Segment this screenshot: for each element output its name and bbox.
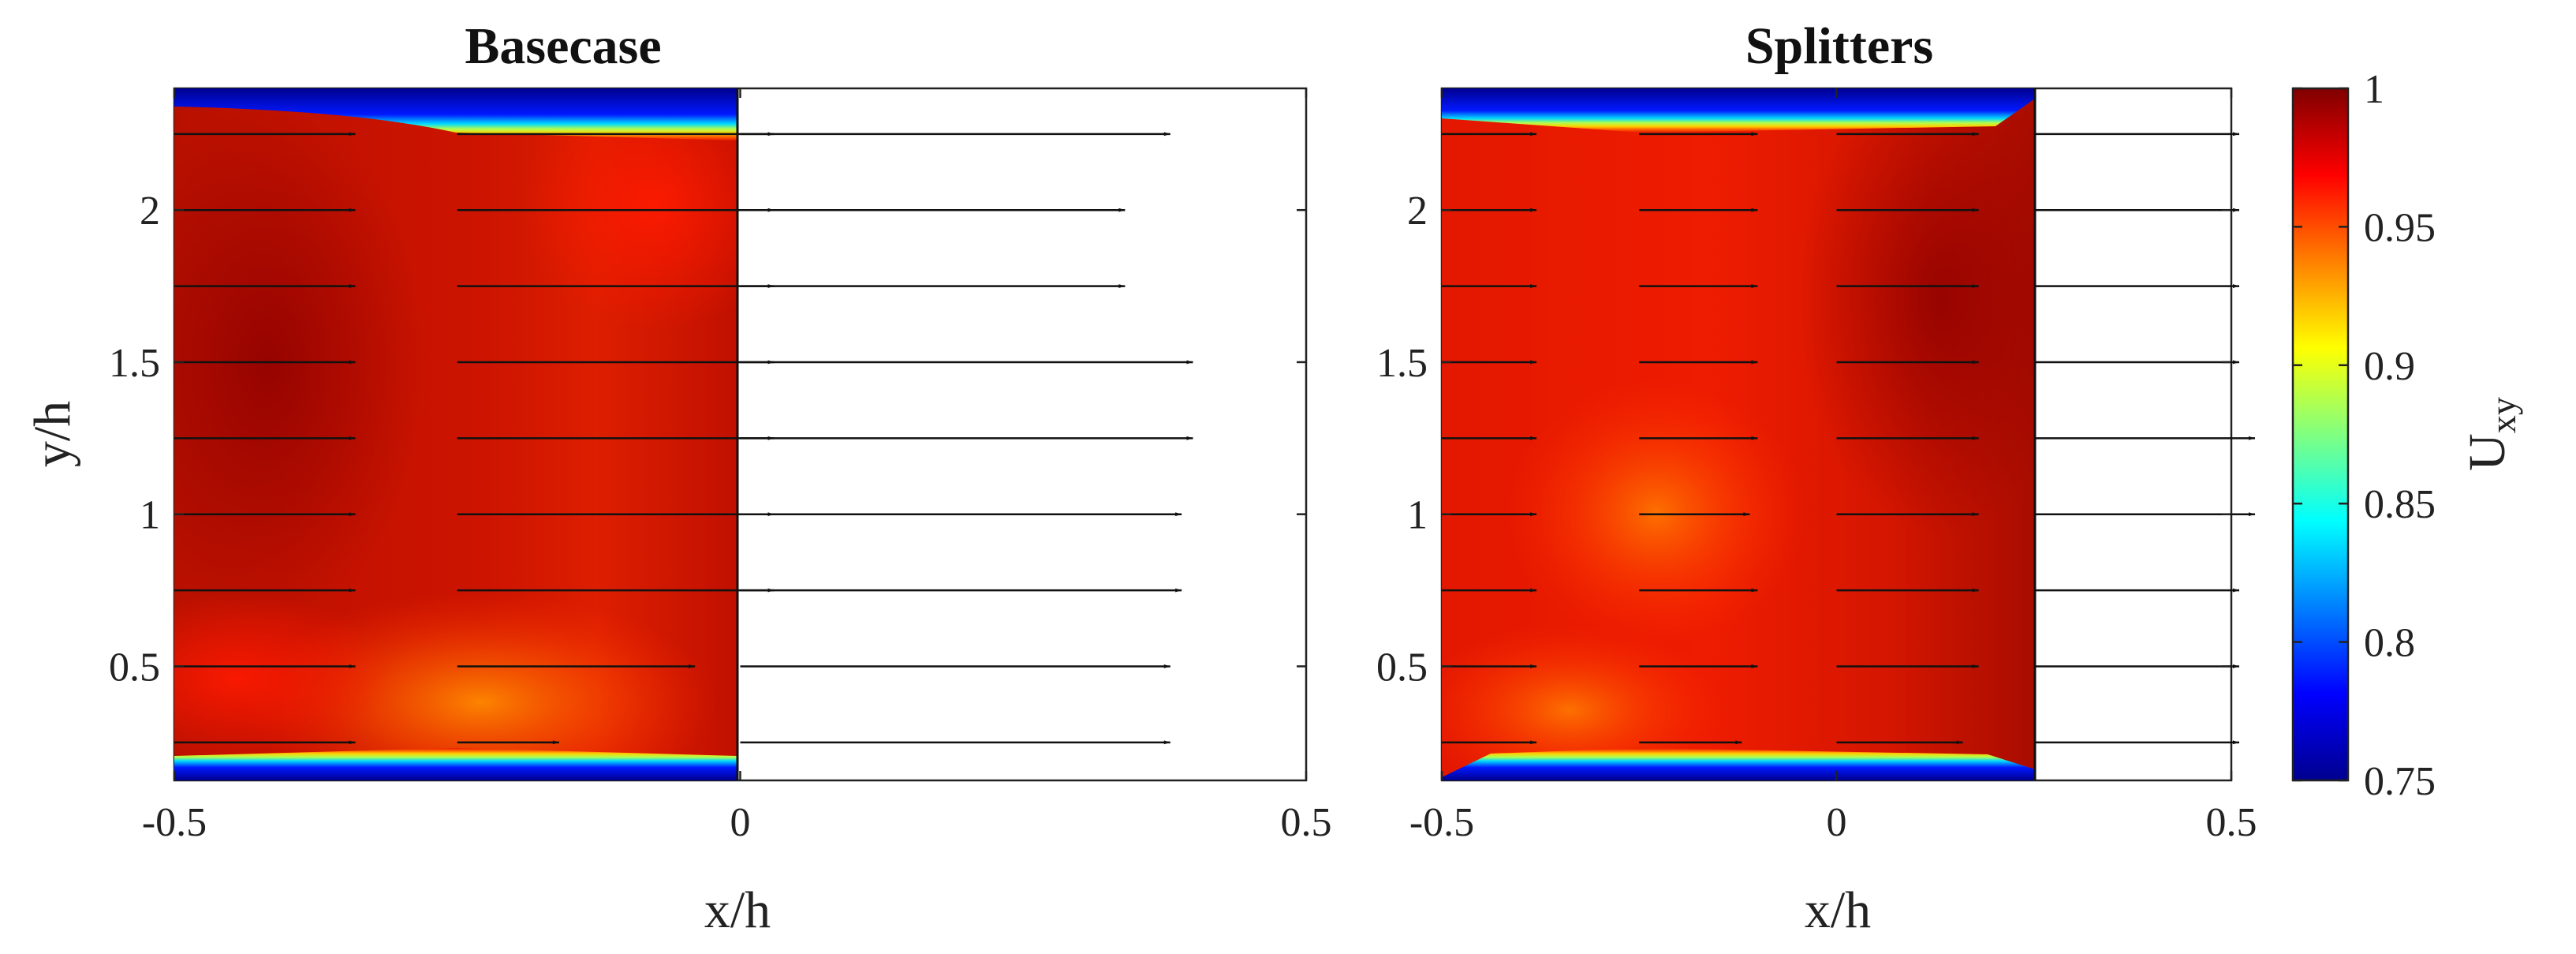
colorbar-tick-label: 0.95 — [2364, 205, 2436, 250]
colorbar-tick-label: 0.75 — [2364, 759, 2436, 804]
splitters-title: Splitters — [1745, 17, 1933, 75]
x-tick-label: -0.5 — [1409, 800, 1474, 845]
splitters-velocity-field — [1442, 88, 2035, 780]
basecase-vector-arrows — [174, 132, 1193, 745]
colorbar-tick-label: 0.85 — [2364, 482, 2436, 527]
splitters-xlabel: x/h — [1805, 881, 1871, 939]
y-tick-label: 2 — [140, 189, 160, 234]
basecase-panel: Basecase -0.5 0 0.5 0.5 1 1.5 2 x/h y/h — [24, 17, 1332, 939]
y-tick-label: 0.5 — [1376, 645, 1428, 690]
basecase-xlabel: x/h — [704, 881, 771, 939]
basecase-ylabel: y/h — [24, 401, 81, 467]
y-tick-label: 2 — [1407, 189, 1428, 234]
colorbar-label: Uxy — [2458, 397, 2523, 471]
splitters-vector-arrows — [1442, 132, 2256, 745]
colorbar-tick-label: 0.8 — [2364, 621, 2415, 666]
x-tick-label: 0.5 — [1281, 800, 1332, 845]
x-tick-label: -0.5 — [142, 800, 207, 845]
x-tick-label: 0 — [1827, 800, 1847, 845]
colorbar-gradient — [2291, 87, 2350, 782]
splitters-x-ticks: -0.5 0 0.5 — [1409, 88, 2257, 845]
y-tick-label: 1 — [1407, 493, 1428, 538]
basecase-velocity-field — [174, 88, 737, 780]
splitters-panel: Splitters -0.5 0 0.5 0.5 1 1.5 2 x/h — [1376, 17, 2257, 939]
y-tick-label: 1.5 — [109, 341, 160, 386]
basecase-x-ticks: -0.5 0 0.5 — [142, 88, 1332, 845]
basecase-y-ticks: 0.5 1 1.5 2 — [109, 189, 1306, 690]
colorbar-ticks: 0.75 0.8 0.85 0.9 0.95 1 — [2293, 67, 2436, 804]
colorbar: 0.75 0.8 0.85 0.9 0.95 1 Uxy — [2291, 67, 2523, 804]
colorbar-tick-label: 1 — [2364, 67, 2384, 112]
splitters-y-ticks: 0.5 1 1.5 2 — [1376, 189, 2231, 690]
x-tick-label: 0 — [730, 800, 751, 845]
y-tick-label: 0.5 — [109, 645, 160, 690]
colorbar-tick-label: 0.9 — [2364, 344, 2415, 389]
y-tick-label: 1 — [140, 493, 160, 538]
x-tick-label: 0.5 — [2206, 800, 2257, 845]
y-tick-label: 1.5 — [1376, 341, 1428, 386]
basecase-title: Basecase — [465, 17, 661, 75]
